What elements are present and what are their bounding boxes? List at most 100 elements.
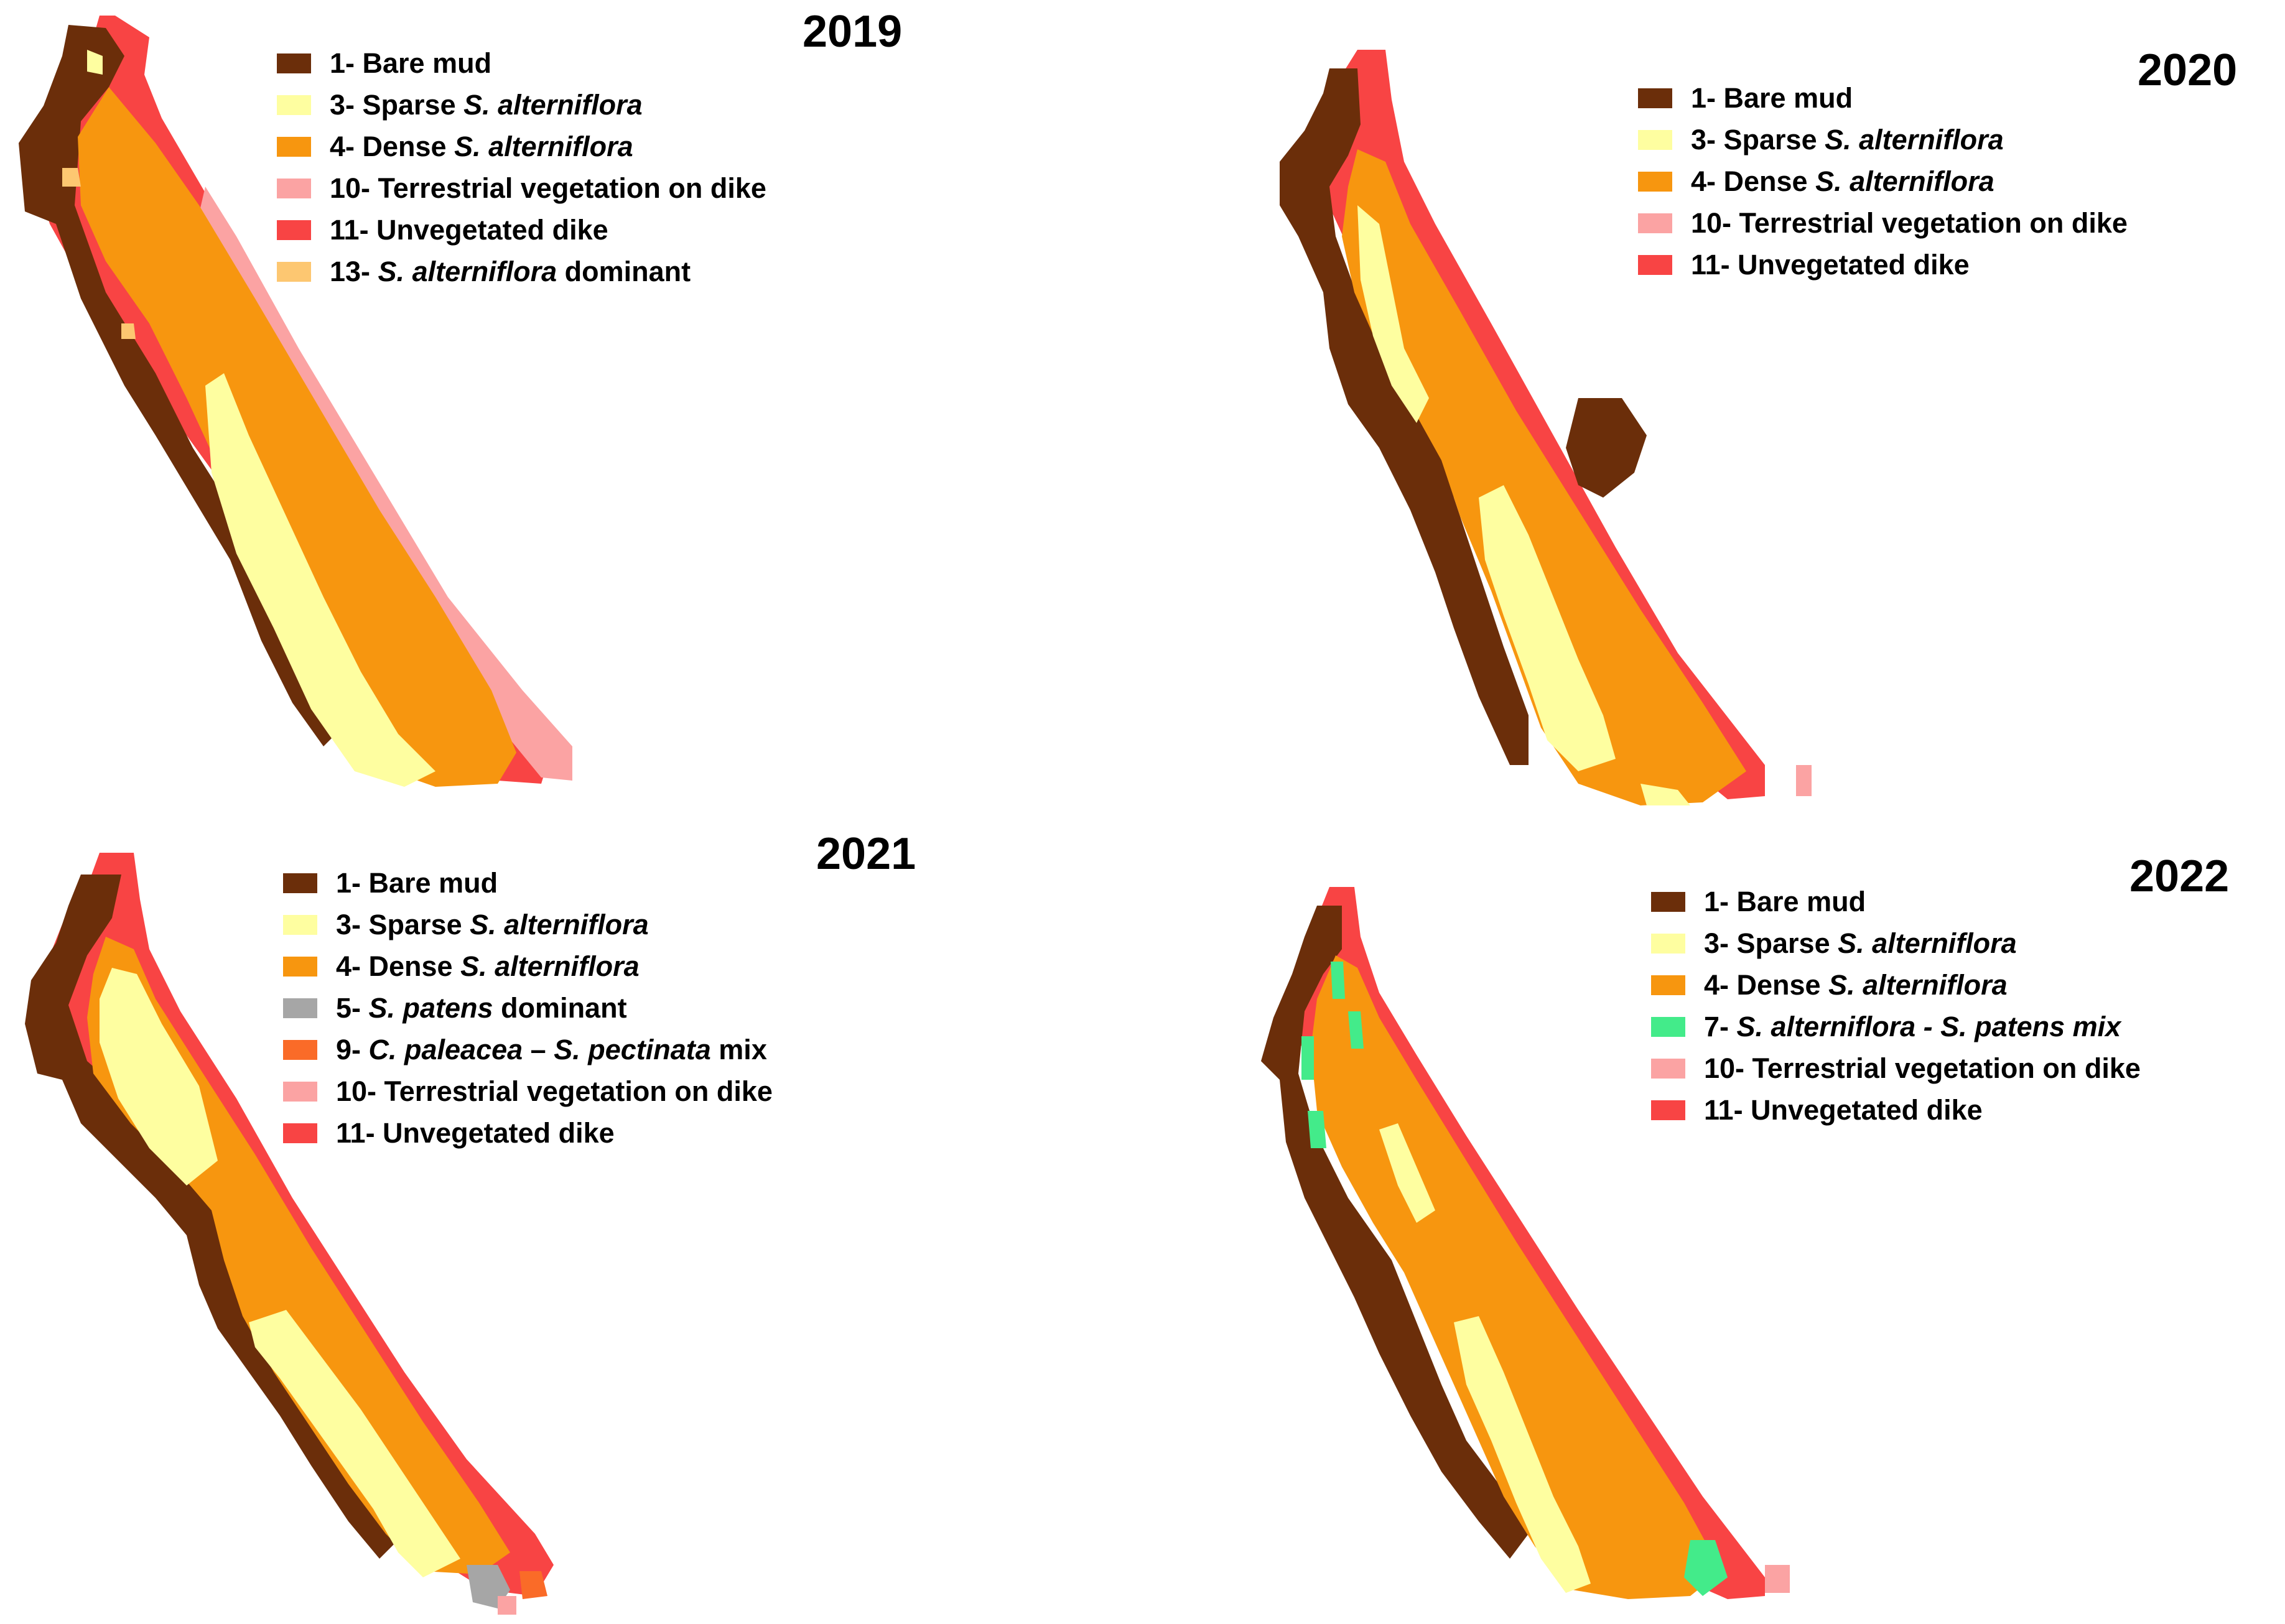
- zone-alterniflora-patens-mix: [1301, 1036, 1314, 1080]
- legend-swatch: [283, 1039, 317, 1060]
- map-legend: 1- Bare mud 3- Sparse S. alterniflora 4- D…: [1651, 881, 2141, 1131]
- legend-label-part: 1- Bare mud: [330, 47, 492, 79]
- legend-entry: 11- Unvegetated dike: [1638, 244, 2128, 285]
- legend-label-part: 7-: [1704, 1010, 1737, 1042]
- legend-label-part: 11- Unvegetated dike: [336, 1116, 615, 1149]
- legend-label-part: 5-: [336, 991, 369, 1024]
- zone-terrestrial-vegetation: [187, 187, 572, 781]
- legend-swatch: [283, 956, 317, 977]
- legend-swatch: [277, 261, 311, 282]
- legend-entry: 1- Bare mud: [1638, 77, 2128, 119]
- year-label: 2022: [2129, 851, 2230, 901]
- zone-dense-alterniflora: [1311, 955, 1721, 1599]
- zone-sparse-alterniflora: [1479, 485, 1616, 771]
- legend-label: 4- Dense S. alterniflora: [330, 131, 633, 163]
- legend-label-part: 10- Terrestrial vegetation on dike: [1704, 1052, 2141, 1084]
- marsh-map-2019: [19, 16, 572, 787]
- legend-swatch: [1651, 1100, 1685, 1120]
- zone-bare-mud: [1280, 68, 1529, 765]
- legend-label: 4- Dense S. alterniflora: [336, 950, 640, 983]
- zone-sparse-alterniflora: [1454, 1316, 1591, 1593]
- map-panel-2021: 2021 1- Bare mud 3- Sparse S. alterniflor…: [0, 812, 1142, 1624]
- legend-entry: 7- S. alterniflora - S. patens mix: [1651, 1006, 2141, 1047]
- zone-alterniflora-dominant: [62, 168, 81, 187]
- legend-label-part: 4- Dense: [1704, 968, 1829, 1001]
- legend-label-part: 10- Terrestrial vegetation on dike: [330, 172, 766, 204]
- legend-swatch: [1638, 129, 1672, 150]
- legend-label-part: 13-: [330, 255, 378, 287]
- zone-terrestrial-vegetation: [1765, 1565, 1790, 1593]
- legend-swatch: [1638, 171, 1672, 192]
- legend-label-part: 10- Terrestrial vegetation on dike: [1691, 206, 2128, 239]
- legend-entry: 10- Terrestrial vegetation on dike: [283, 1070, 773, 1112]
- legend-label: 7- S. alterniflora - S. patens mix: [1704, 1011, 2121, 1043]
- legend-label-part: S. patens: [368, 991, 493, 1024]
- legend-label-part: –: [523, 1033, 554, 1065]
- legend-swatch: [277, 95, 311, 115]
- legend-entry: 4- Dense S. alterniflora: [277, 126, 766, 167]
- legend-entry: 11- Unvegetated dike: [277, 209, 766, 251]
- legend-label: 10- Terrestrial vegetation on dike: [336, 1075, 773, 1108]
- legend-label-part: S. alterniflora: [460, 950, 640, 982]
- legend-label-part: S. alterniflora: [463, 88, 643, 121]
- map-legend: 1- Bare mud 3- Sparse S. alterniflora 4- D…: [283, 862, 773, 1154]
- zone-sparse-alterniflora: [87, 50, 103, 75]
- legend-entry: 3- Sparse S. alterniflora: [1651, 922, 2141, 964]
- map-legend: 1- Bare mud 3- Sparse S. alterniflora 4- D…: [277, 42, 766, 292]
- year-label: 2020: [2138, 45, 2238, 95]
- legend-entry: 11- Unvegetated dike: [283, 1112, 773, 1154]
- legend-label-part: 4- Dense: [336, 950, 461, 982]
- zone-alterniflora-dominant: [121, 323, 136, 339]
- legend-entry: 1- Bare mud: [283, 862, 773, 904]
- legend-entry: 3- Sparse S. alterniflora: [1638, 119, 2128, 160]
- zone-sparse-alterniflora: [249, 1310, 460, 1577]
- legend-label-part: 1- Bare mud: [336, 866, 498, 899]
- zone-sparse-alterniflora: [100, 968, 218, 1186]
- legend-label: 3- Sparse S. alterniflora: [336, 909, 649, 941]
- legend-entry: 9- C. paleacea – S. pectinata mix: [283, 1029, 773, 1070]
- legend-entry: 11- Unvegetated dike: [1651, 1089, 2141, 1131]
- marsh-map-2020: [1280, 50, 1812, 805]
- legend-label: 11- Unvegetated dike: [330, 214, 608, 246]
- legend-label-part: 9-: [336, 1033, 369, 1065]
- zone-alterniflora-patens-mix: [1308, 1111, 1326, 1148]
- legend-label-part: mix: [710, 1033, 767, 1065]
- legend-label: 3- Sparse S. alterniflora: [1704, 927, 2017, 960]
- zone-unvegetated-dike: [1292, 887, 1765, 1599]
- legend-label-part: 3- Sparse: [1691, 123, 1825, 155]
- legend-entry: 3- Sparse S. alterniflora: [277, 84, 766, 126]
- zone-terrestrial-vegetation: [498, 1596, 516, 1615]
- legend-label-part: S. alterniflora: [454, 130, 633, 162]
- legend-entry: 10- Terrestrial vegetation on dike: [1651, 1047, 2141, 1089]
- legend-swatch: [1651, 1016, 1685, 1037]
- legend-swatch: [277, 136, 311, 157]
- legend-swatch: [277, 220, 311, 240]
- legend-label-part: S. pectinata: [554, 1033, 711, 1065]
- legend-label-part: S. alterniflora: [378, 255, 557, 287]
- zone-dense-alterniflora: [78, 87, 516, 787]
- legend-label: 1- Bare mud: [1691, 82, 1853, 114]
- legend-label: 1- Bare mud: [330, 47, 491, 80]
- legend-swatch: [1651, 933, 1685, 954]
- legend-entry: 5- S. patens dominant: [283, 987, 773, 1029]
- map-legend: 1- Bare mud 3- Sparse S. alterniflora 4- D…: [1638, 77, 2128, 285]
- legend-label: 5- S. patens dominant: [336, 992, 627, 1024]
- legend-label-part: S. alterniflora: [470, 908, 649, 940]
- legend-swatch: [1651, 1058, 1685, 1079]
- legend-entry: 4- Dense S. alterniflora: [1638, 160, 2128, 202]
- legend-label-part: 11- Unvegetated dike: [330, 213, 608, 246]
- legend-swatch: [283, 1081, 317, 1102]
- zone-sparse-alterniflora: [1357, 205, 1429, 423]
- legend-entry: 3- Sparse S. alterniflora: [283, 904, 773, 945]
- legend-swatch: [283, 998, 317, 1018]
- zone-sparse-alterniflora: [205, 373, 435, 787]
- legend-swatch: [277, 178, 311, 198]
- map-panel-2022: 2022 1- Bare mud 3- Sparse S. alterniflor…: [1143, 812, 2285, 1624]
- legend-label: 13- S. alterniflora dominant: [330, 256, 691, 288]
- zone-alterniflora-patens-mix: [1331, 962, 1345, 999]
- legend-label-part: 10- Terrestrial vegetation on dike: [336, 1075, 773, 1107]
- zone-alterniflora-patens-mix: [1684, 1540, 1728, 1596]
- zone-bare-mud: [1566, 398, 1647, 498]
- legend-entry: 1- Bare mud: [277, 42, 766, 84]
- legend-swatch: [1651, 891, 1685, 912]
